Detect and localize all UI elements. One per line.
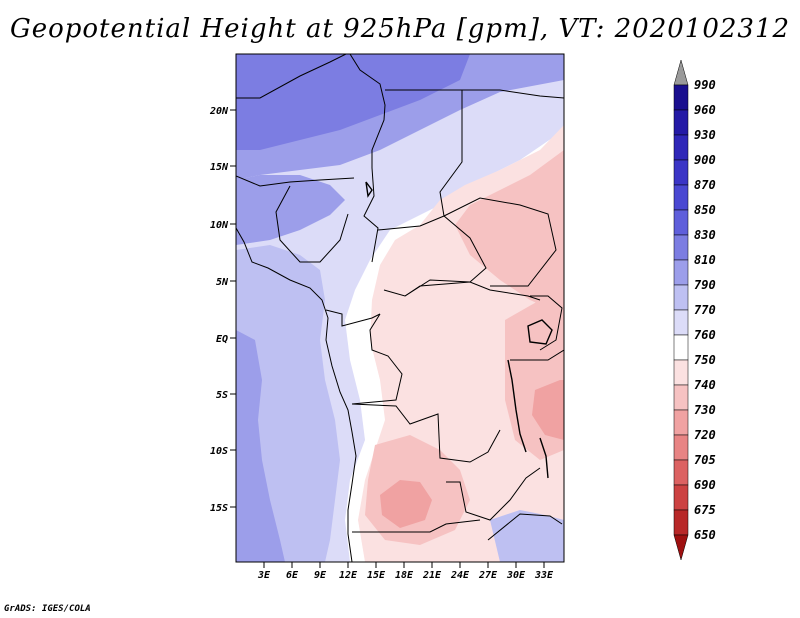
colorbar-block <box>673 334 689 361</box>
lon-label-15e: 15E <box>367 570 386 581</box>
border-nigeria <box>275 185 349 263</box>
border-angola-south <box>352 519 481 533</box>
colorbar-block <box>673 459 689 486</box>
colorbar-label-870: 870 <box>694 178 716 192</box>
contour-790-atlantic <box>236 330 285 562</box>
contour-790 <box>236 175 345 245</box>
colorbar-bottom-triangle <box>673 534 689 561</box>
colorbar-label-730: 730 <box>694 403 716 417</box>
colorbar-labels: 990 960 930 900 870 850 830 810 790 770 … <box>694 78 716 542</box>
colorbar-blocks <box>673 59 689 561</box>
colorbar-block <box>673 309 689 336</box>
border-chad-east <box>363 167 379 263</box>
lon-label-3e: 3E <box>257 570 271 581</box>
coastline-west-africa <box>236 227 357 562</box>
colorbar-block <box>673 484 689 511</box>
map-panel: 20N 15N 10N 5N EQ 5S 10S 15S 3E 6E 9E 12… <box>209 53 565 581</box>
lon-label-9e: 9E <box>314 570 327 581</box>
lake-victoria <box>527 319 553 345</box>
colorbar-label-850: 850 <box>694 203 716 217</box>
colorbar-label-760: 760 <box>694 328 716 342</box>
colorbar-label-720: 720 <box>694 428 716 442</box>
colorbar-block <box>673 84 689 111</box>
lake-chad <box>365 181 373 198</box>
border-drc-north <box>404 281 541 301</box>
colorbar-block <box>673 159 689 186</box>
contour-730-south <box>380 480 432 528</box>
lat-label-15s: 15S <box>210 503 228 514</box>
lat-axis: 20N 15N 10N 5N EQ 5S 10S 15S <box>209 106 236 514</box>
colorbar-block <box>673 284 689 311</box>
colorbar-block <box>673 509 689 536</box>
lat-label-10s: 10S <box>210 446 228 457</box>
border-sahara-north <box>236 54 347 99</box>
lat-label-eq: EQ <box>216 334 228 345</box>
lake-tanganyika <box>507 359 527 453</box>
lat-label-20n: 20N <box>209 106 229 117</box>
colorbar-label-790: 790 <box>694 278 716 292</box>
lon-label-30e: 30E <box>506 570 526 581</box>
colorbar-label-750: 750 <box>694 353 716 367</box>
colorbar-label-990: 990 <box>694 78 716 92</box>
colorbar: 990 960 930 900 870 850 830 810 790 770 … <box>673 59 716 561</box>
colorbar-block <box>673 109 689 136</box>
lat-label-10n: 10N <box>210 220 229 231</box>
border-zambia <box>446 467 541 521</box>
lon-label-6e: 6E <box>286 570 299 581</box>
border-gabon-congo <box>325 309 381 327</box>
colorbar-label-930: 930 <box>694 128 716 142</box>
colorbar-block <box>673 409 689 436</box>
colorbar-block <box>673 359 689 386</box>
border-drc-south <box>351 403 501 463</box>
map-frame <box>235 53 565 563</box>
country-borders <box>236 54 564 562</box>
lat-label-5n: 5N <box>216 277 229 288</box>
colorbar-block <box>673 434 689 461</box>
border-east-africa <box>530 295 563 351</box>
contour-730-east <box>532 380 564 440</box>
colorbar-block <box>673 184 689 211</box>
lat-label-5s: 5S <box>216 390 228 401</box>
contour-810 <box>236 54 470 150</box>
contour-740-east <box>455 150 564 315</box>
colorbar-label-770: 770 <box>694 303 716 317</box>
colorbar-label-810: 810 <box>694 253 716 267</box>
colorbar-block <box>673 134 689 161</box>
colorbar-block <box>673 384 689 411</box>
lon-label-18e: 18E <box>395 570 414 581</box>
colorbar-block <box>673 209 689 236</box>
colorbar-label-690: 690 <box>694 478 716 492</box>
border-sudan-east <box>462 89 564 99</box>
colorbar-label-830: 830 <box>694 228 716 242</box>
border-south-sudan <box>443 197 557 287</box>
grads-credit: GrADS: IGES/COLA <box>4 604 91 614</box>
chart-title: Geopotential Height at 925hPa [gpm], VT:… <box>9 14 791 44</box>
border-sahel <box>236 175 355 187</box>
border-drc-west <box>351 313 403 405</box>
border-libya-egypt <box>349 54 386 168</box>
colorbar-label-960: 960 <box>694 103 716 117</box>
border-egypt-sudan <box>385 89 463 217</box>
colorbar-label-675: 675 <box>694 503 716 517</box>
height-field <box>236 54 564 562</box>
lon-label-33e: 33E <box>534 570 554 581</box>
lon-axis: 3E 6E 9E 12E 15E 18E 21E 24E 27E 30E 33E <box>257 562 554 581</box>
border-tanzania <box>510 349 564 361</box>
colorbar-label-705: 705 <box>694 453 716 467</box>
colorbar-block <box>673 234 689 261</box>
colorbar-label-740: 740 <box>694 378 716 392</box>
colorbar-block <box>673 259 689 286</box>
lon-label-21e: 21E <box>422 570 442 581</box>
colorbar-label-650: 650 <box>694 528 716 542</box>
lon-label-24e: 24E <box>450 570 470 581</box>
lon-label-12e: 12E <box>339 570 358 581</box>
lat-label-15n: 15N <box>210 162 229 173</box>
border-mozambique <box>487 513 563 541</box>
colorbar-top-triangle <box>673 59 689 86</box>
colorbar-label-900: 900 <box>694 153 716 167</box>
lon-label-27e: 27E <box>478 570 498 581</box>
lake-malawi <box>539 437 549 479</box>
